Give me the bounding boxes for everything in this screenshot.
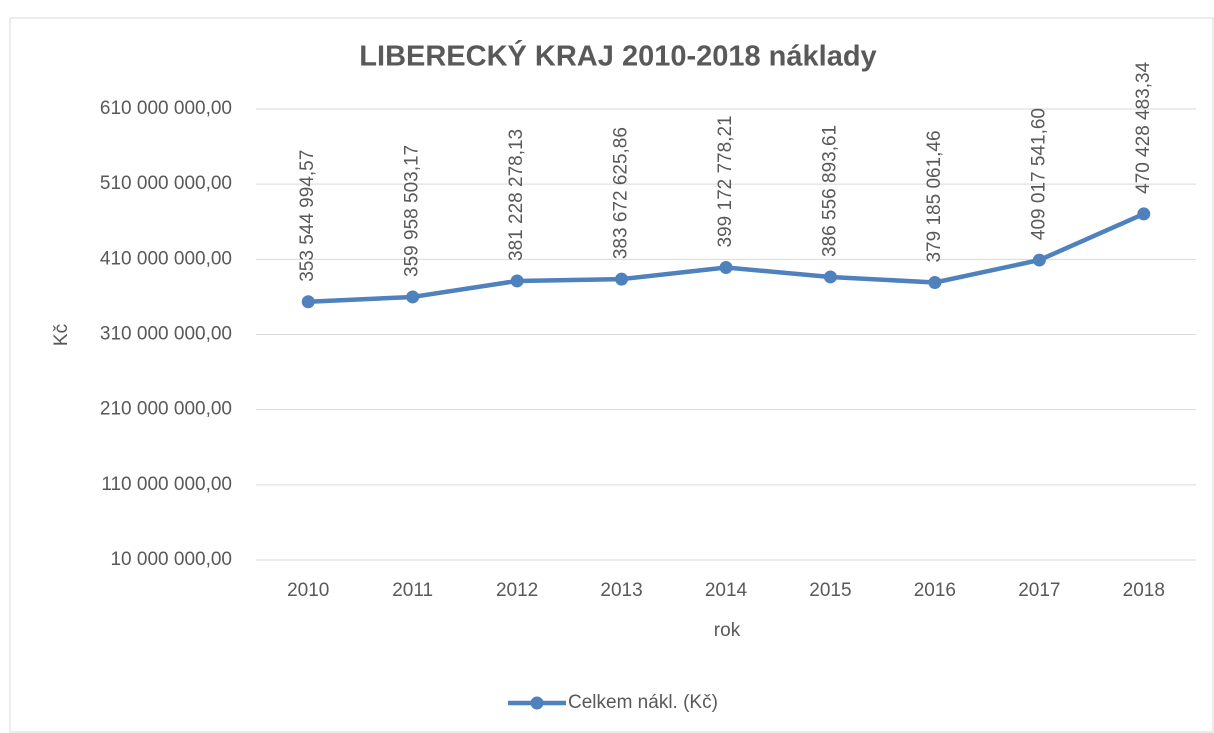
data-point (301, 295, 315, 309)
y-tick-label: 310 000 000,00 (100, 324, 232, 345)
legend-marker (530, 696, 544, 710)
data-label: 353 544 994,57 (297, 150, 318, 282)
data-label: 359 958 503,17 (402, 145, 423, 277)
x-tick-label: 2014 (705, 580, 748, 601)
x-tick-label: 2013 (600, 580, 642, 601)
y-axis-title: Kč (51, 324, 72, 346)
x-tick-label: 2018 (1123, 580, 1165, 601)
data-label: 383 672 625,86 (611, 127, 632, 259)
x-tick-label: 2016 (914, 580, 956, 601)
y-tick-label: 110 000 000,00 (101, 474, 232, 495)
legend-label: Celkem nákl. (Kč) (568, 692, 718, 713)
data-point (406, 290, 420, 304)
chart-border (9, 17, 1214, 733)
y-tick-label: 410 000 000,00 (100, 248, 232, 269)
data-point (1137, 207, 1151, 221)
data-label: 409 017 541,60 (1028, 108, 1049, 240)
y-tick-label: 510 000 000,00 (100, 173, 232, 194)
data-point (1032, 253, 1046, 267)
data-point (510, 274, 524, 288)
data-label: 386 556 893,61 (819, 125, 840, 257)
x-tick-label: 2010 (287, 580, 329, 601)
data-label: 379 185 061,46 (924, 130, 945, 262)
data-point (615, 272, 629, 286)
data-point (928, 275, 942, 289)
data-label: 470 428 483,34 (1133, 61, 1154, 194)
y-tick-label: 210 000 000,00 (100, 399, 232, 420)
data-label: 399 172 778,21 (715, 115, 736, 247)
x-tick-label: 2017 (1018, 580, 1060, 601)
x-tick-label: 2011 (392, 580, 433, 601)
x-axis-title: rok (714, 620, 741, 641)
x-tick-label: 2012 (496, 580, 538, 601)
data-label: 381 228 278,13 (506, 129, 527, 261)
chart-title: LIBERECKÝ KRAJ 2010-2018 náklady (359, 39, 876, 73)
y-tick-label: 610 000 000,00 (100, 98, 232, 119)
data-point (823, 270, 837, 284)
data-point (719, 260, 733, 274)
y-tick-label: 10 000 000,00 (110, 549, 232, 570)
x-tick-label: 2015 (809, 580, 851, 601)
